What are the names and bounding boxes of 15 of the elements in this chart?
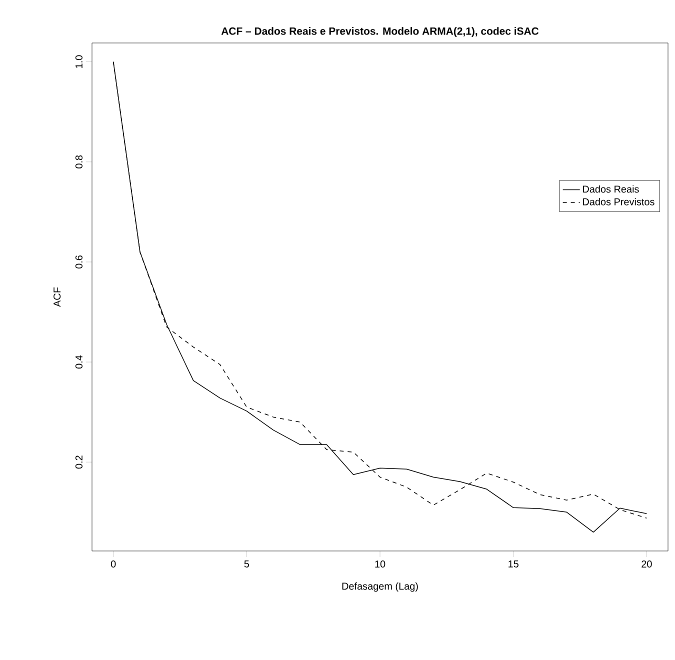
- x-tick-label: 20: [642, 560, 652, 568]
- x-tick-label: 5: [244, 560, 250, 568]
- chart-title: ACF – Dados Reais e Previstos. Modelo ARMA(2,1), codec iSAC: [221, 27, 539, 37]
- y-tick-label: 0.4: [75, 355, 82, 369]
- y-tick-label: 1.0: [75, 55, 82, 68]
- x-axis-title: Defasagem (Lag): [342, 582, 418, 592]
- y-tick-label: 0.2: [75, 456, 82, 469]
- x-tick-label: 15: [508, 560, 518, 568]
- legend-label: Dados Reais: [583, 185, 639, 193]
- y-tick-label: 0.8: [75, 155, 82, 168]
- x-tick-label: 10: [375, 560, 386, 568]
- x-tick-label: 0: [110, 560, 116, 568]
- y-tick-label: 0.6: [75, 255, 82, 268]
- legend-label: Dados Previstos: [583, 198, 654, 206]
- y-axis-title: ACF: [54, 287, 61, 307]
